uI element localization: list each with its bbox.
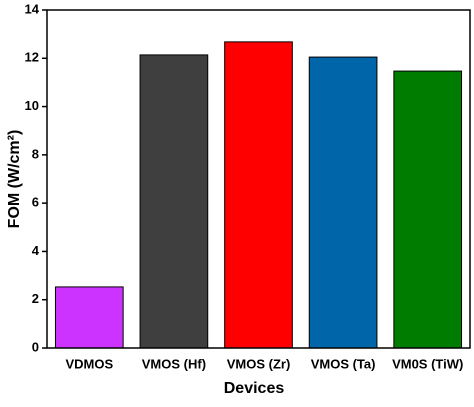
y-tick-label: 6 [32,195,39,210]
y-tick-label: 12 [25,50,39,65]
plot-frame [46,9,471,349]
bar [139,54,209,349]
x-tick-label: VMOS (Ta) [311,356,376,371]
bar [224,41,293,349]
y-tick-label: 10 [25,98,39,113]
y-axis-label: FOM (W/cm²) [6,130,23,229]
y-tick-label: 14 [25,1,40,16]
y-tick-label: 0 [32,339,39,354]
y-tick-label: 2 [32,291,39,306]
x-tick-label: VM0S (TiW) [392,356,463,371]
x-tick-label: VMOS (Hf) [142,356,206,371]
bar [308,56,378,349]
y-tick-label: 4 [32,243,40,258]
bar [393,70,463,349]
x-tick-label: VDMOS [65,356,113,371]
bar [54,286,124,349]
x-tick-label: VMOS (Zr) [227,356,291,371]
y-tick-label: 8 [32,146,39,161]
x-axis-label: Devices [224,380,285,397]
